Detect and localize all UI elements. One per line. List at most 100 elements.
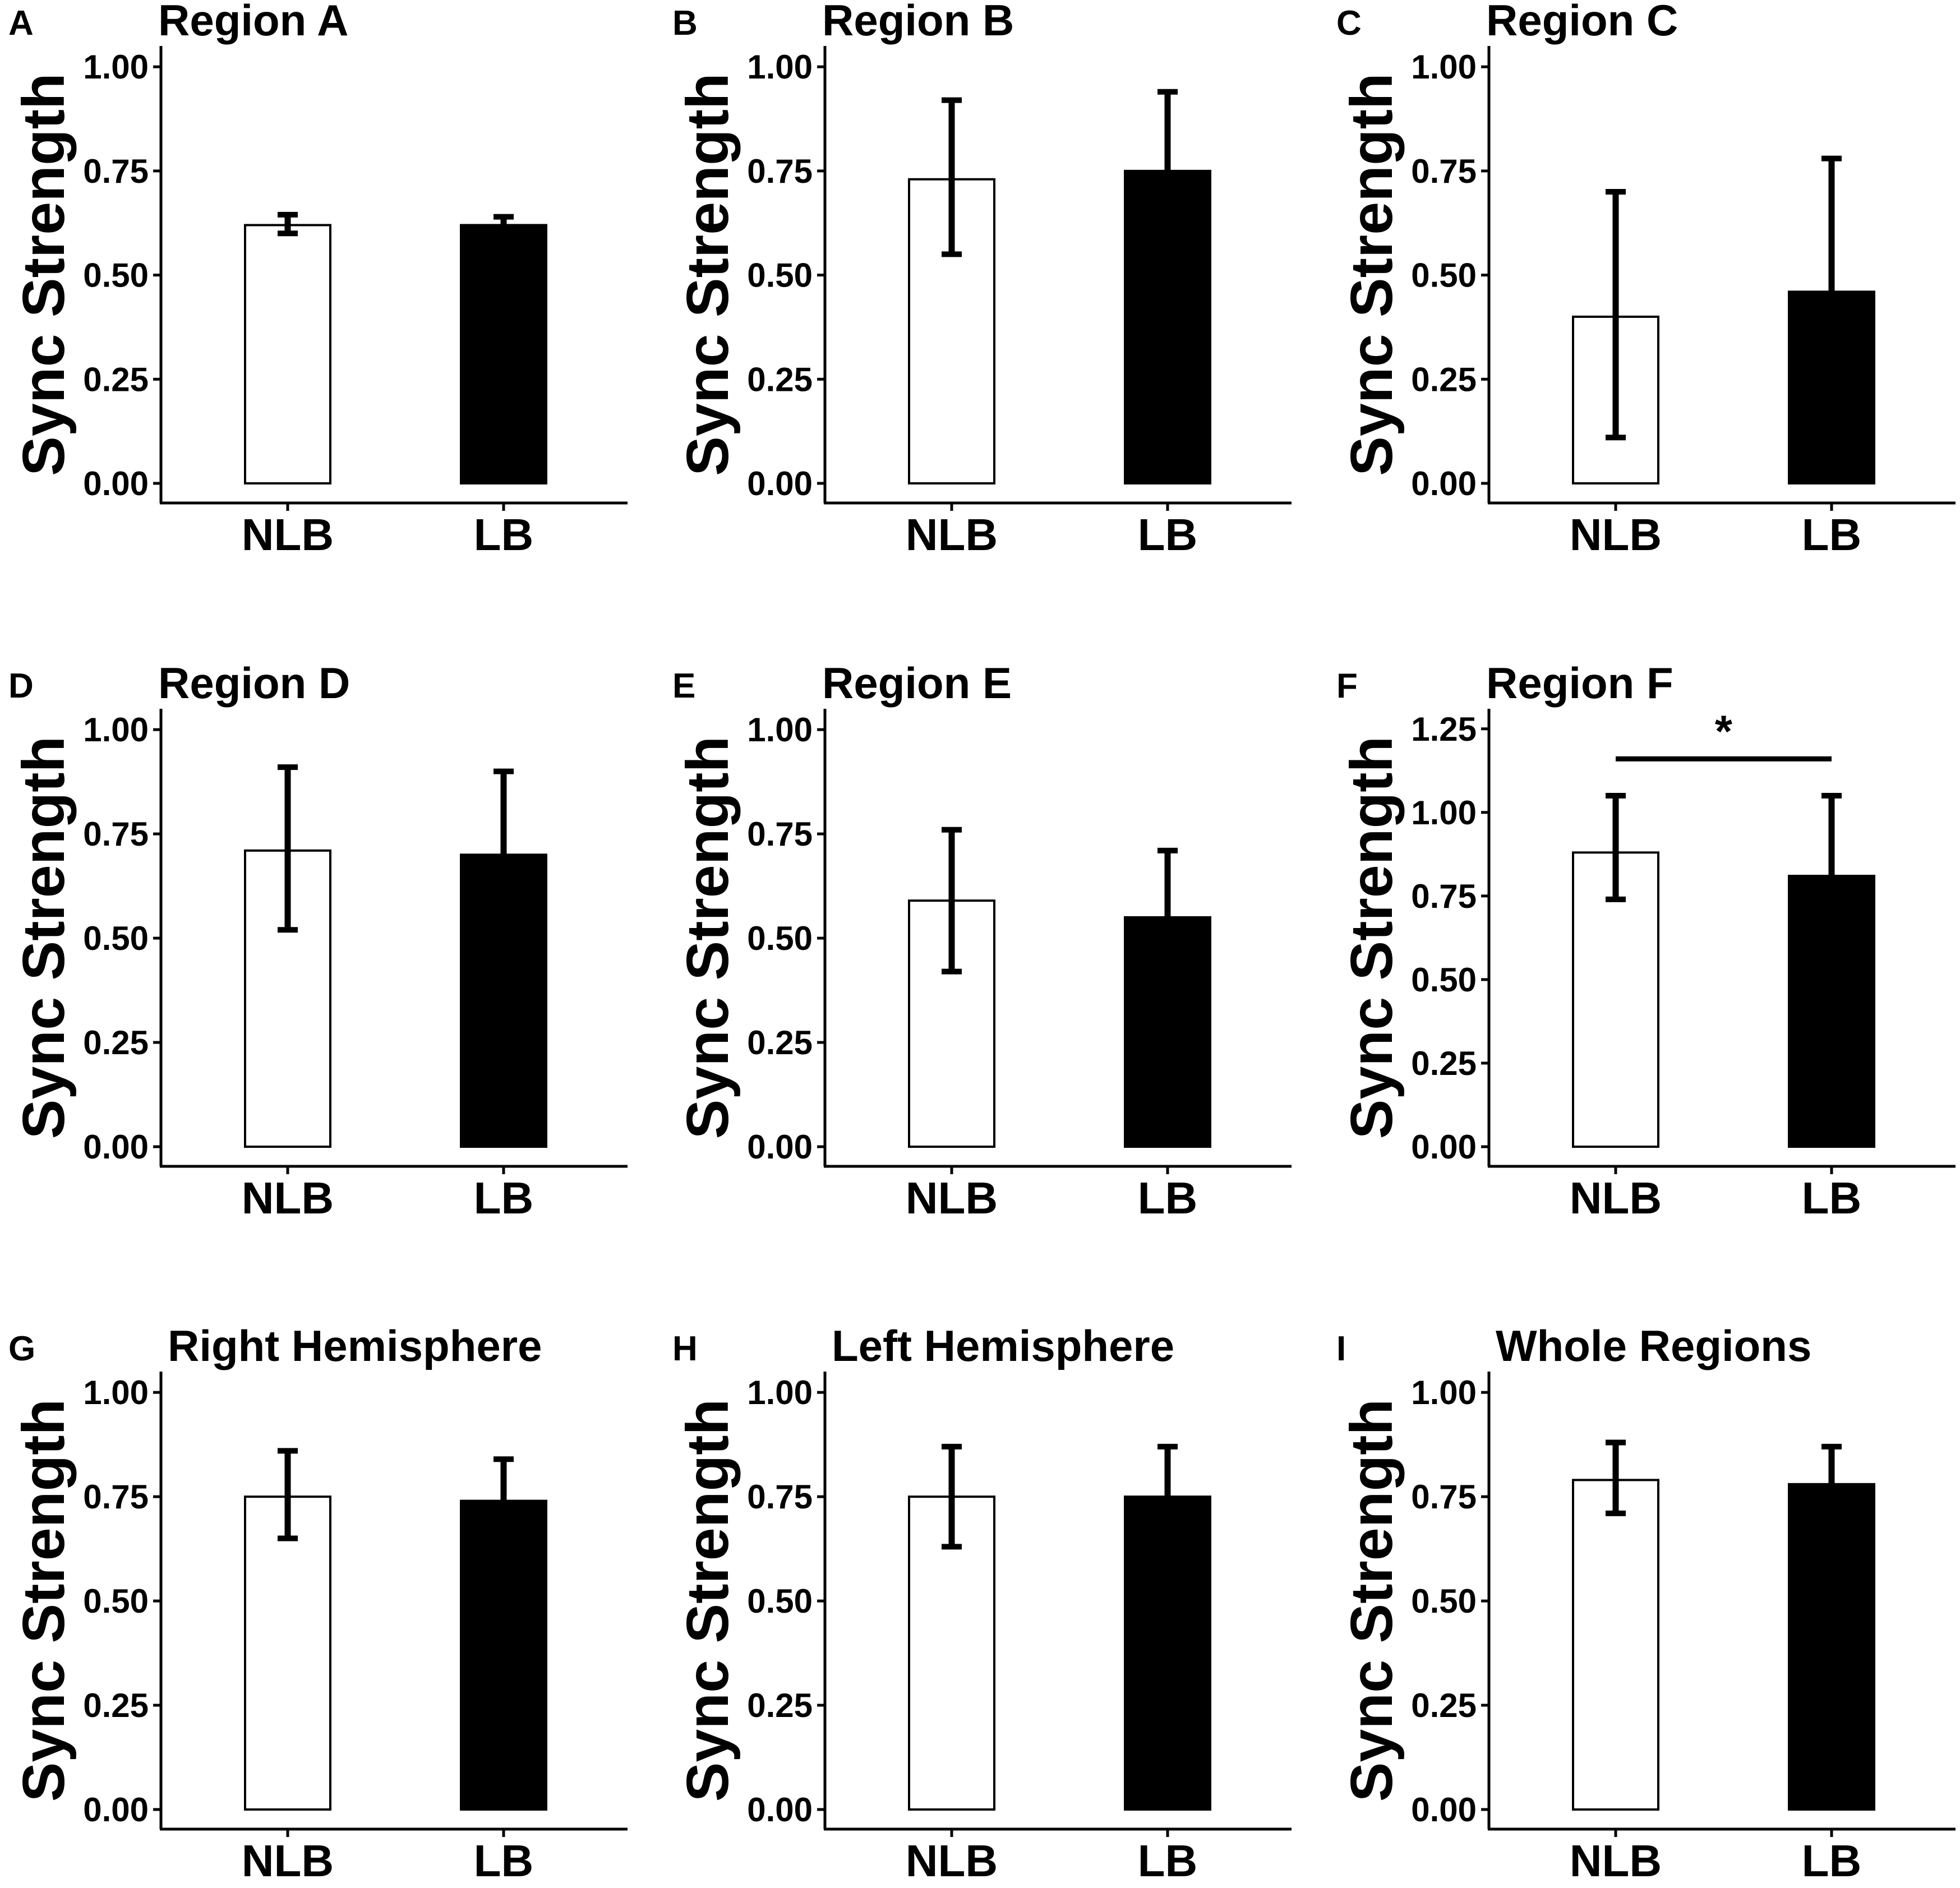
panel-letter: D <box>8 667 34 705</box>
y-tick-label: 1.00 <box>747 48 813 86</box>
panel-title: Region E <box>822 658 1012 708</box>
bar-lb <box>1788 875 1875 1148</box>
y-tick-label: 0.25 <box>747 361 813 398</box>
y-tick-label: 1.00 <box>83 1374 149 1411</box>
panel-letter: G <box>8 1330 35 1368</box>
y-tick-label: 1.00 <box>1411 1374 1477 1411</box>
x-tick-label-nlb: NLB <box>242 510 334 560</box>
y-tick-label: 0.00 <box>83 1128 149 1166</box>
panel-title: Region A <box>158 0 348 45</box>
y-axis-label: Sync Strength <box>1339 73 1405 476</box>
y-tick-label: 0.00 <box>1411 1791 1477 1829</box>
y-tick-label: 1.00 <box>747 1374 813 1411</box>
x-tick-label-lb: LB <box>1138 510 1198 560</box>
panel-letter: C <box>1336 4 1362 43</box>
y-tick-label: 1.00 <box>1411 794 1477 832</box>
y-tick-label: 0.50 <box>1411 961 1477 999</box>
x-tick-label-lb: LB <box>1802 510 1862 560</box>
bar-lb <box>460 224 547 484</box>
panel-letter: F <box>1336 667 1358 705</box>
panel-title: Region B <box>822 0 1014 45</box>
panel-letter: I <box>1336 1330 1346 1368</box>
x-tick-label-lb: LB <box>1802 1836 1862 1886</box>
y-tick-label: 0.75 <box>1411 1478 1477 1516</box>
bar-lb <box>1788 1483 1875 1811</box>
y-tick-label: 0.25 <box>83 1687 149 1724</box>
y-tick-label: 0.50 <box>83 1582 149 1620</box>
y-axis-label: Sync Strength <box>675 1399 741 1802</box>
x-tick-label-lb: LB <box>1802 1173 1862 1223</box>
y-tick-label: 0.50 <box>1411 257 1477 294</box>
panel-letter: H <box>672 1330 698 1368</box>
x-tick-label-lb: LB <box>474 1173 534 1223</box>
x-tick-label-nlb: NLB <box>1570 1836 1662 1886</box>
y-tick-label: 0.75 <box>83 1478 149 1516</box>
y-tick-label: 0.25 <box>747 1024 813 1061</box>
panel-title: Region D <box>158 658 350 708</box>
x-tick-label-lb: LB <box>1138 1836 1198 1886</box>
panel-title: Region F <box>1486 658 1673 708</box>
y-tick-label: 1.00 <box>83 711 149 749</box>
x-tick-label-lb: LB <box>1138 1173 1198 1223</box>
y-tick-label: 1.00 <box>83 48 149 86</box>
x-tick-label-nlb: NLB <box>242 1836 334 1886</box>
y-tick-label: 0.50 <box>747 257 813 294</box>
bar-lb <box>1788 290 1875 484</box>
y-tick-label: 1.25 <box>1411 710 1477 748</box>
panel-letter: B <box>672 4 698 43</box>
y-tick-label: 0.25 <box>1411 361 1477 398</box>
y-tick-label: 0.75 <box>1411 878 1477 915</box>
x-tick-label-nlb: NLB <box>906 510 998 560</box>
y-tick-label: 0.50 <box>83 257 149 294</box>
panel-letter: E <box>672 667 695 705</box>
y-tick-label: 0.75 <box>83 815 149 853</box>
x-tick-label-nlb: NLB <box>906 1836 998 1886</box>
y-tick-label: 0.25 <box>83 1024 149 1061</box>
y-tick-label: 0.00 <box>83 1791 149 1829</box>
panel-title: Whole Regions <box>1496 1321 1811 1370</box>
bar-lb <box>1124 169 1211 485</box>
y-tick-label: 0.25 <box>83 361 149 398</box>
y-tick-label: 0.75 <box>83 153 149 190</box>
bar-lb <box>1124 1495 1211 1811</box>
y-tick-label: 0.25 <box>1411 1687 1477 1724</box>
bar-nlb <box>1572 1479 1659 1811</box>
y-tick-label: 0.50 <box>747 920 813 957</box>
panel-letter: A <box>8 4 34 43</box>
y-axis-label: Sync Strength <box>11 1399 77 1802</box>
y-axis-label: Sync Strength <box>11 736 77 1139</box>
bar-lb <box>460 853 547 1148</box>
y-tick-label: 0.75 <box>1411 153 1477 190</box>
y-tick-label: 0.00 <box>747 1791 813 1829</box>
x-tick-label-nlb: NLB <box>1570 510 1662 560</box>
y-tick-label: 0.00 <box>747 465 813 502</box>
x-tick-label-lb: LB <box>474 510 534 560</box>
y-tick-label: 0.25 <box>747 1687 813 1724</box>
y-axis-label: Sync Strength <box>1339 736 1405 1139</box>
y-axis-label: Sync Strength <box>1339 1399 1405 1802</box>
x-tick-label-nlb: NLB <box>1570 1173 1662 1223</box>
y-tick-label: 1.00 <box>747 711 813 749</box>
y-tick-label: 0.00 <box>1411 1128 1477 1166</box>
y-tick-label: 0.50 <box>1411 1582 1477 1620</box>
significance-label: * <box>1715 706 1733 756</box>
y-tick-label: 0.00 <box>1411 465 1477 502</box>
y-axis-label: Sync Strength <box>675 736 741 1139</box>
panel-title: Left Hemisphere <box>832 1321 1174 1370</box>
y-tick-label: 0.25 <box>1411 1045 1477 1082</box>
y-axis-label: Sync Strength <box>675 73 741 476</box>
bar-lb <box>460 1499 547 1811</box>
y-tick-label: 0.00 <box>747 1128 813 1166</box>
y-tick-label: 0.75 <box>747 153 813 190</box>
y-tick-label: 0.75 <box>747 815 813 853</box>
